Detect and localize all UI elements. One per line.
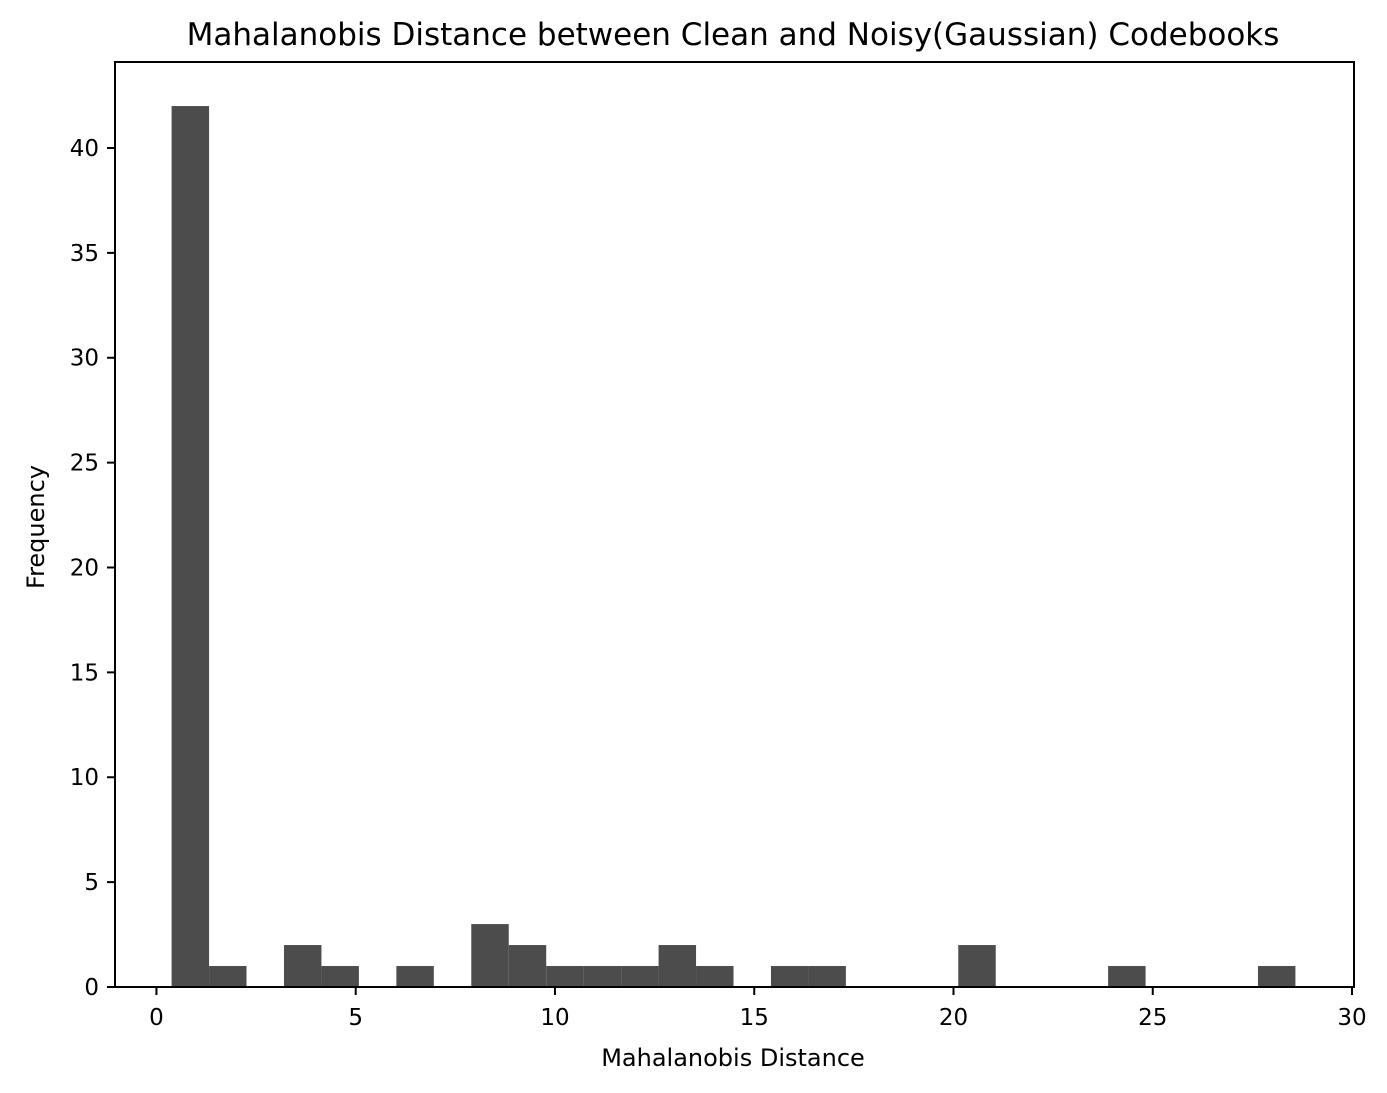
- x-tick-label: 0: [149, 1005, 164, 1031]
- y-tick-label: 20: [70, 555, 99, 581]
- x-tick-label: 25: [1138, 1005, 1167, 1031]
- histogram-bar: [171, 106, 210, 988]
- x-axis-ticks: 0 5 10 15 20 25 30: [149, 987, 1367, 1031]
- x-axis-label: Mahalanobis Distance: [601, 1044, 865, 1072]
- histogram-bar: [770, 966, 809, 987]
- histogram-bar: [209, 966, 247, 987]
- histogram-bar: [696, 966, 734, 987]
- y-tick-label: 40: [70, 136, 99, 162]
- y-tick-label: 35: [70, 241, 99, 267]
- y-axis-label: Frequency: [22, 465, 50, 589]
- histogram-bar: [396, 966, 434, 987]
- x-tick-label: 15: [740, 1005, 769, 1031]
- histogram-bar: [583, 966, 622, 987]
- y-tick-label: 0: [84, 975, 99, 1001]
- histogram-bar: [958, 945, 996, 987]
- histogram-bar: [546, 966, 584, 987]
- histogram-bar: [621, 966, 659, 987]
- x-tick-label: 10: [540, 1005, 569, 1031]
- y-tick-label: 15: [70, 660, 99, 686]
- y-tick-label: 10: [70, 765, 99, 791]
- histogram-bar: [321, 966, 359, 987]
- histogram-bar: [283, 945, 322, 987]
- y-tick-label: 30: [70, 346, 99, 372]
- histogram-bar: [808, 966, 846, 987]
- histogram-bar: [1108, 966, 1146, 987]
- histogram-bar: [471, 924, 509, 987]
- histogram-bar: [658, 945, 697, 987]
- y-axis-ticks: 0 5 10 15 20 25 30 35 40: [70, 136, 115, 1001]
- chart-title: Mahalanobis Distance between Clean and N…: [187, 17, 1280, 53]
- plot-frame: [114, 61, 1355, 988]
- histogram-bar: [508, 945, 547, 987]
- x-tick-label: 5: [348, 1005, 363, 1031]
- histogram-bar: [1257, 966, 1296, 987]
- x-tick-label: 30: [1337, 1005, 1366, 1031]
- y-tick-label: 25: [70, 451, 99, 477]
- y-tick-label: 5: [84, 870, 99, 896]
- x-tick-label: 20: [939, 1005, 968, 1031]
- bars-group: [171, 106, 1296, 988]
